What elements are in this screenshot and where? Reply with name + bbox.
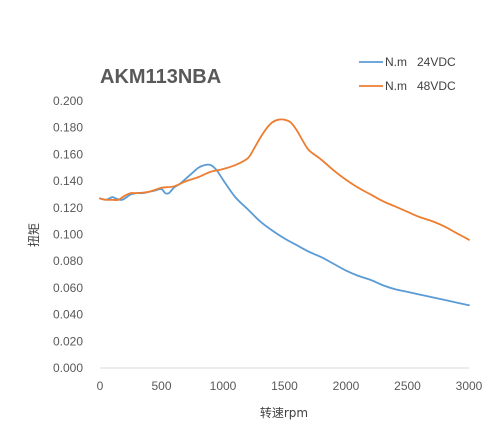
x-axis-title: 转速rpm <box>260 405 308 420</box>
y-tick-label: 0.160 <box>53 147 83 161</box>
y-tick-label: 0.020 <box>53 334 83 348</box>
x-tick-label: 1500 <box>271 379 298 393</box>
y-tick-label: 0.000 <box>53 361 83 375</box>
y-tick-label: 0.100 <box>53 228 83 242</box>
x-tick-label: 1000 <box>210 379 237 393</box>
y-axis-title: 扭矩 <box>27 223 41 247</box>
x-tick-label: 0 <box>97 379 104 393</box>
y-tick-label: 0.180 <box>53 121 83 135</box>
x-tick-label: 3000 <box>456 379 483 393</box>
legend-label: N.m 48VDC <box>385 79 456 93</box>
y-tick-label: 0.040 <box>53 308 83 322</box>
x-tick-label: 2500 <box>394 379 421 393</box>
x-tick-label: 2000 <box>333 379 360 393</box>
y-tick-label: 0.120 <box>53 201 83 215</box>
series-line-48vdc <box>99 118 470 241</box>
y-tick-label: 0.060 <box>53 281 83 295</box>
series-line-24vdc <box>99 163 470 307</box>
chart-title: AKM113NBA <box>100 66 221 88</box>
x-axis-ticks: 0 500 1000 1500 2000 2500 3000 <box>97 379 483 393</box>
legend: N.m 24VDC N.m 48VDC <box>359 55 456 93</box>
legend-label: N.m 24VDC <box>385 55 456 69</box>
y-tick-label: 0.080 <box>53 254 83 268</box>
y-tick-label: 0.140 <box>53 174 83 188</box>
y-axis-ticks: 0.000 0.020 0.040 0.060 0.080 0.100 0.120 0.140… <box>53 94 83 375</box>
y-tick-label: 0.200 <box>53 94 83 108</box>
x-tick-label: 500 <box>151 379 171 393</box>
series-group <box>99 118 470 307</box>
